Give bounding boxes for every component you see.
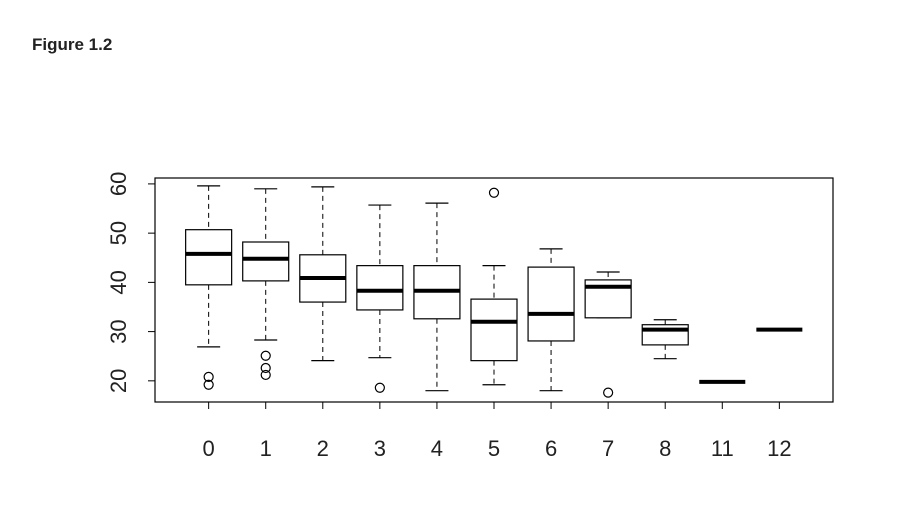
- plot-frame: [154, 177, 834, 403]
- outlier: [374, 382, 385, 393]
- x-tick-label: 4: [431, 436, 443, 461]
- outlier: [603, 387, 614, 398]
- y-tick-label: 20: [106, 369, 131, 393]
- box: [356, 265, 404, 311]
- x-tick-label: 0: [203, 436, 215, 461]
- outlier: [260, 362, 271, 374]
- y-tick-label: 50: [106, 221, 131, 245]
- x-tick-label: 7: [602, 436, 614, 461]
- y-tick-label: 30: [106, 319, 131, 343]
- chart-title: Figure 1.2: [32, 35, 112, 54]
- x-tick-label: 3: [374, 436, 386, 461]
- box: [242, 241, 290, 282]
- x-tick-label: 2: [317, 436, 329, 461]
- outlier: [203, 379, 214, 390]
- y-tick-label: 60: [106, 172, 131, 196]
- box: [527, 266, 575, 342]
- outlier: [488, 187, 500, 198]
- x-tick-label: 1: [260, 436, 272, 461]
- x-tick-label: 6: [545, 436, 557, 461]
- x-tick-label: 11: [711, 436, 734, 461]
- y-tick-label: 40: [106, 270, 131, 294]
- box: [470, 298, 518, 362]
- x-tick-label: 12: [767, 436, 791, 461]
- box: [185, 229, 233, 286]
- x-tick-label: 8: [659, 436, 671, 461]
- outlier: [260, 369, 271, 381]
- outlier: [203, 371, 214, 382]
- x-tick-label: 5: [488, 436, 500, 461]
- outlier: [260, 350, 271, 361]
